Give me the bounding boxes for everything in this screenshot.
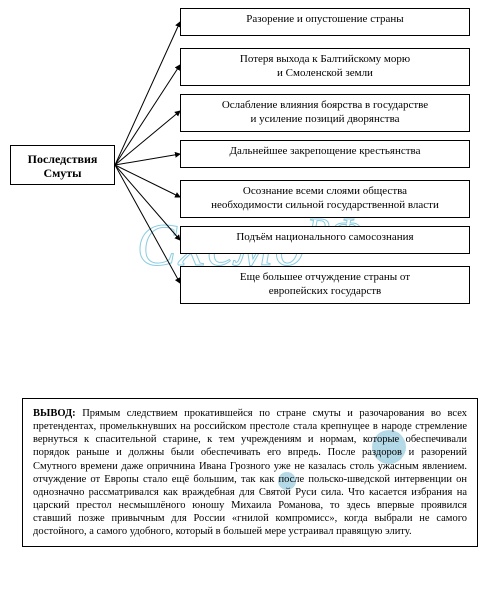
conclusion-box: ВЫВОД: Прямым следствием прокатившейся п… [22, 398, 478, 547]
consequences-diagram: СхемоРФ http://схемо.рф ПоследствияСмуты… [0, 0, 500, 370]
root-node: ПоследствияСмуты [10, 145, 115, 185]
consequence-item: Разорение и опустошение страны [180, 8, 470, 36]
consequence-item: Потеря выхода к Балтийскому морюи Смолен… [180, 48, 470, 86]
consequence-item: Еще большее отчуждение страны отевропейс… [180, 266, 470, 304]
consequence-item: Ослабление влияния боярства в государств… [180, 94, 470, 132]
conclusion-text: Прямым следствием прокатившейся по стран… [33, 408, 467, 537]
consequence-item: Подъём национального самосознания [180, 226, 470, 254]
consequence-item: Осознание всеми слоями обществанеобходим… [180, 180, 470, 218]
conclusion-label: ВЫВОД: [33, 408, 76, 419]
consequence-item: Дальнейшее закрепощение крестьянства [180, 140, 470, 168]
